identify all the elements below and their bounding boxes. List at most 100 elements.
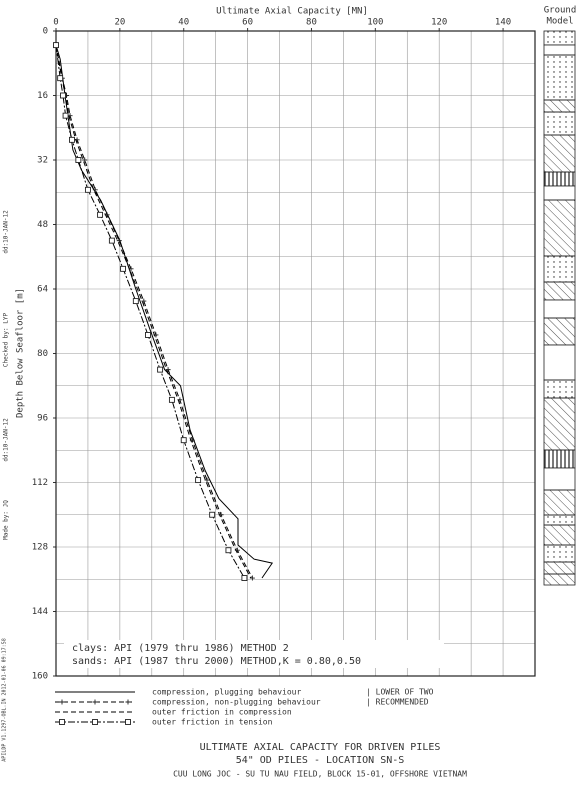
ground-layer xyxy=(543,524,576,546)
y-tick-label: 96 xyxy=(37,414,48,424)
marker xyxy=(62,112,69,119)
ground-layer xyxy=(543,255,576,283)
marker xyxy=(168,396,175,403)
annotation: clays: API (1979 thru 1986) METHOD 2 xyxy=(72,643,289,654)
legend-marker xyxy=(125,699,131,705)
legend-label: outer friction in tension xyxy=(152,718,273,727)
marker xyxy=(75,157,82,163)
annotation-box xyxy=(64,640,444,668)
marker xyxy=(180,437,187,444)
y-tick-label: 16 xyxy=(37,91,48,101)
footer-title: ULTIMATE AXIAL CAPACITY FOR DRIVEN PILES xyxy=(200,742,441,753)
marker xyxy=(97,211,104,218)
marker xyxy=(157,366,164,373)
ground-layer xyxy=(543,199,576,257)
marker xyxy=(120,265,127,272)
marker xyxy=(69,136,75,143)
y-tick-label: 64 xyxy=(37,285,48,295)
legend-label: compression, non-plugging behaviour xyxy=(152,698,321,707)
y-axis-label: Depth Below Seafloor [m] xyxy=(16,288,26,418)
ground-layer xyxy=(543,449,576,469)
ground-layer xyxy=(543,299,576,319)
y-tick-label: 144 xyxy=(32,607,48,617)
series-line xyxy=(55,45,245,579)
marker xyxy=(209,511,216,518)
marker xyxy=(82,157,88,163)
legend-note: | RECOMMENDED xyxy=(366,698,429,707)
legend-marker xyxy=(92,719,98,725)
marker xyxy=(241,575,248,581)
ground-layer xyxy=(543,397,576,451)
x-tick-label: 20 xyxy=(114,18,125,28)
legend-marker xyxy=(59,719,65,725)
ground-layer xyxy=(543,573,576,586)
y-tick-label: 128 xyxy=(32,543,48,553)
marker xyxy=(204,477,210,483)
y-tick-label: 48 xyxy=(37,220,48,230)
ground-layer xyxy=(543,544,576,563)
side-note: Made by: JQ xyxy=(3,500,10,540)
side-note: dd:10-JAN-12 xyxy=(3,210,10,254)
legend-label: compression, plugging behaviour xyxy=(152,688,301,697)
footer-subtitle: 54" OD PILES - LOCATION SN-S xyxy=(236,755,405,766)
ground-layer xyxy=(543,171,576,187)
marker xyxy=(92,187,98,193)
ground-layer xyxy=(543,317,576,346)
ground-layer xyxy=(543,467,576,491)
y-tick-label: 160 xyxy=(32,672,48,682)
marker xyxy=(116,238,122,244)
marker xyxy=(60,92,66,99)
x-tick-label: 0 xyxy=(53,18,58,28)
side-note: dd:10-JAN-12 xyxy=(3,418,10,462)
ground-layer xyxy=(543,185,576,201)
ground-layer xyxy=(543,134,576,173)
side-note: APILDP V1.1297-OBL.IN 2012-01-06 09:17:5… xyxy=(2,638,8,761)
ground-layer xyxy=(543,561,576,575)
x-tick-label: 40 xyxy=(178,18,189,28)
x-tick-label: 140 xyxy=(495,18,511,28)
marker xyxy=(141,298,147,304)
ground-layer xyxy=(543,344,576,381)
annotation: sands: API (1987 thru 2000) METHOD,K = 0… xyxy=(72,656,361,667)
y-tick-label: 32 xyxy=(37,156,48,166)
ground-layer xyxy=(543,489,576,516)
marker xyxy=(108,237,115,244)
ground-layer xyxy=(543,379,576,399)
side-note: Checked by: LYP xyxy=(3,313,10,368)
legend-label: outer friction in compression xyxy=(152,708,292,717)
ground-layer xyxy=(543,44,576,56)
x-axis-label: Ultimate Axial Capacity [MN] xyxy=(216,7,368,17)
series-line xyxy=(55,45,253,579)
ground-layer xyxy=(543,281,576,301)
x-tick-label: 100 xyxy=(367,18,383,28)
ground-layer xyxy=(543,111,576,136)
ground-layer xyxy=(543,514,576,526)
ground-layer xyxy=(543,54,576,101)
y-tick-label: 0 xyxy=(43,27,48,37)
x-tick-label: 80 xyxy=(306,18,317,28)
marker xyxy=(53,42,59,49)
marker xyxy=(132,298,139,305)
ground-layer xyxy=(543,30,576,46)
legend-marker xyxy=(125,719,131,725)
ground-layer xyxy=(543,99,576,113)
series-line xyxy=(55,44,274,579)
y-tick-label: 80 xyxy=(37,349,48,359)
marker xyxy=(195,477,202,484)
x-tick-label: 60 xyxy=(242,18,253,28)
legend-marker xyxy=(92,699,98,705)
marker xyxy=(145,332,151,338)
legend-note: | LOWER OF TWO xyxy=(366,688,434,697)
plot-frame xyxy=(55,30,536,677)
footer-location: CUU LONG JOC - SU TU NAU FIELD, BLOCK 15… xyxy=(173,770,467,779)
legend-marker xyxy=(59,699,65,705)
ground-model-label: Model xyxy=(546,17,573,27)
marker xyxy=(225,547,232,554)
marker xyxy=(57,75,64,82)
x-tick-label: 120 xyxy=(431,18,447,28)
series-line xyxy=(55,45,252,579)
y-tick-label: 112 xyxy=(32,478,48,488)
marker xyxy=(84,186,91,193)
ground-model-label: Ground xyxy=(544,6,577,16)
